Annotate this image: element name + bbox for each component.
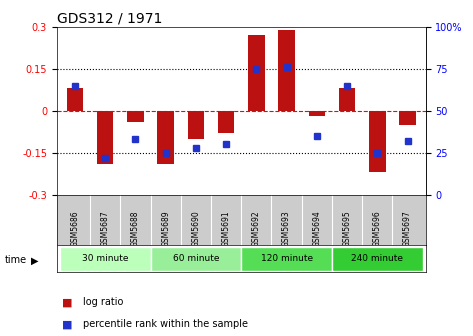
Bar bbox=[127, 111, 144, 122]
Bar bbox=[248, 35, 265, 111]
Bar bbox=[332, 247, 423, 271]
Text: ■: ■ bbox=[61, 319, 72, 329]
Bar bbox=[399, 111, 416, 125]
Bar bbox=[339, 88, 355, 111]
Bar bbox=[150, 247, 241, 271]
Text: percentile rank within the sample: percentile rank within the sample bbox=[83, 319, 248, 329]
Text: time: time bbox=[5, 255, 27, 265]
Text: ▶: ▶ bbox=[31, 255, 38, 265]
Text: 240 minute: 240 minute bbox=[351, 254, 403, 263]
Bar bbox=[218, 111, 235, 133]
Text: GDS312 / 1971: GDS312 / 1971 bbox=[57, 12, 162, 26]
Bar bbox=[278, 30, 295, 111]
Bar bbox=[97, 111, 114, 164]
Bar bbox=[308, 111, 325, 117]
Bar bbox=[369, 111, 385, 172]
Bar bbox=[67, 88, 83, 111]
Bar bbox=[188, 111, 204, 139]
Text: ■: ■ bbox=[61, 297, 72, 307]
Text: log ratio: log ratio bbox=[83, 297, 123, 307]
Text: 60 minute: 60 minute bbox=[173, 254, 219, 263]
Text: 30 minute: 30 minute bbox=[82, 254, 128, 263]
Bar bbox=[241, 247, 332, 271]
Bar bbox=[60, 247, 150, 271]
Text: 120 minute: 120 minute bbox=[261, 254, 313, 263]
Bar bbox=[158, 111, 174, 164]
